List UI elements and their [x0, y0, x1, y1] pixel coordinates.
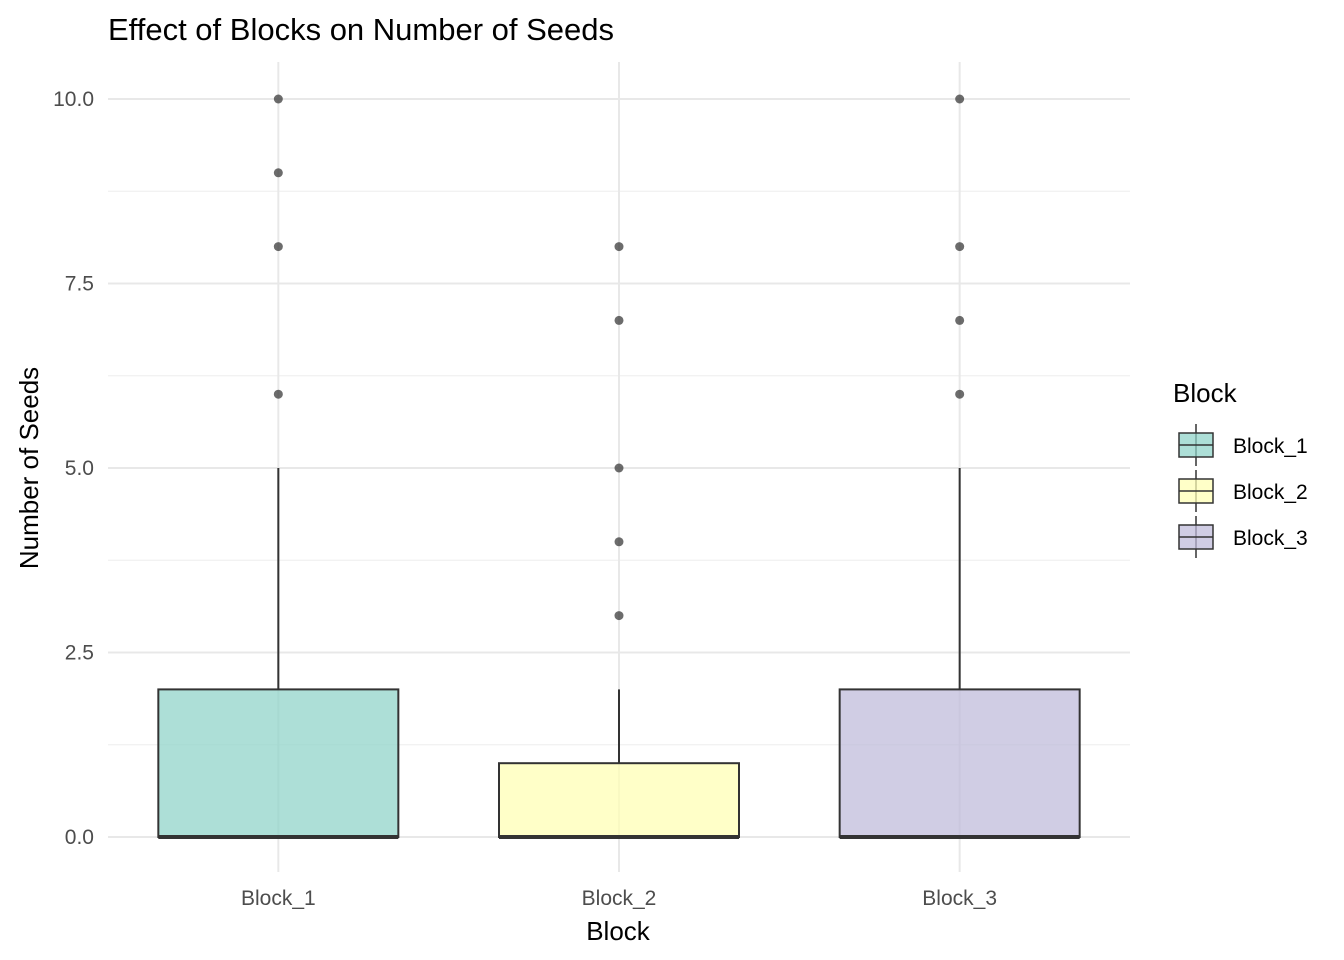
outlier-point	[955, 315, 965, 325]
box-group	[157, 94, 1081, 839]
outlier-point	[614, 611, 624, 621]
x-tick-label: Block_3	[922, 887, 997, 910]
y-tick-label: 5.0	[65, 457, 94, 480]
outlier-point	[614, 315, 624, 325]
y-tick-label: 2.5	[65, 642, 94, 665]
iqr-box	[838, 688, 1081, 839]
outlier-point	[614, 242, 624, 252]
x-tick-label: Block_2	[582, 887, 657, 910]
outlier-point	[273, 389, 283, 399]
outlier-point	[955, 389, 965, 399]
outlier-point	[955, 242, 965, 252]
outlier-point	[273, 168, 283, 178]
x-axis-title: Block	[586, 916, 651, 946]
x-tick-label: Block_1	[241, 887, 316, 910]
outlier-point	[614, 537, 624, 547]
box-block-3	[838, 94, 1081, 839]
legend-item-block-3: Block_3	[1178, 516, 1308, 558]
outlier-point	[614, 463, 624, 473]
y-tick-label: 0.0	[65, 826, 94, 849]
legend-title: Block	[1173, 378, 1238, 408]
x-axis-ticks: Block_1 Block_2 Block_3	[241, 887, 997, 910]
outlier-point	[273, 242, 283, 252]
y-axis-title: Number of Seeds	[14, 367, 44, 569]
y-tick-label: 7.5	[65, 273, 94, 296]
chart-title: Effect of Blocks on Number of Seeds	[108, 12, 614, 47]
y-axis-ticks: 0.0 2.5 5.0 7.5 10.0	[53, 88, 94, 849]
legend-item-block-2: Block_2	[1178, 470, 1308, 512]
y-tick-label: 10.0	[53, 88, 94, 111]
box-block-2	[498, 242, 740, 839]
legend: Block Block_1 Block_2 Block_3	[1173, 378, 1308, 558]
legend-label: Block_2	[1233, 481, 1308, 504]
legend-label: Block_1	[1233, 435, 1308, 458]
iqr-box	[498, 762, 740, 839]
outlier-point	[273, 94, 283, 104]
box-block-1	[157, 94, 400, 839]
legend-label: Block_3	[1233, 527, 1308, 550]
outlier-point	[955, 94, 965, 104]
iqr-box	[157, 688, 400, 839]
legend-item-block-1: Block_1	[1178, 424, 1308, 466]
